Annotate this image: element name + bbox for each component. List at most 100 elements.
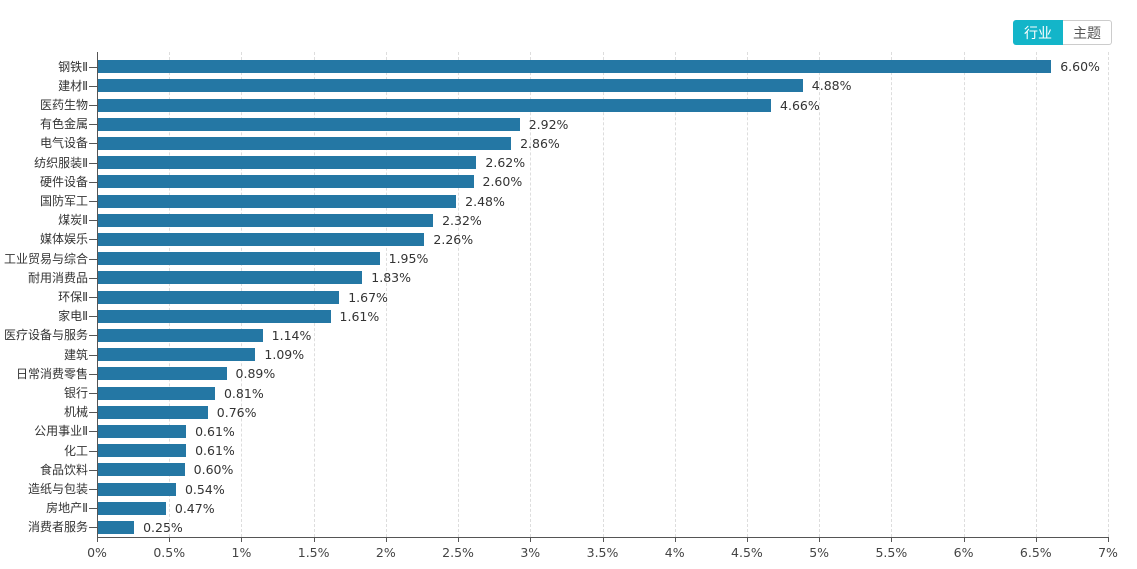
category-label: 造纸与包装 bbox=[27, 482, 88, 496]
x-axis-tick bbox=[674, 537, 676, 542]
gridline bbox=[674, 52, 676, 537]
y-axis-tick bbox=[89, 201, 97, 202]
industry-tab-button[interactable]: 行业 bbox=[1013, 20, 1063, 45]
bar[interactable] bbox=[98, 290, 340, 304]
bar[interactable] bbox=[98, 444, 187, 458]
x-tick-label: 3.5% bbox=[586, 545, 619, 560]
category-label: 家电Ⅱ bbox=[58, 309, 88, 324]
x-axis-tick bbox=[385, 537, 387, 542]
category-label: 有色金属 bbox=[39, 117, 88, 132]
bar[interactable] bbox=[98, 463, 185, 477]
bar-value-label: 1.61% bbox=[339, 308, 380, 324]
bar[interactable] bbox=[98, 252, 380, 266]
category-label: 煤炭Ⅱ bbox=[58, 213, 88, 228]
y-axis-tick bbox=[89, 297, 97, 298]
bar[interactable] bbox=[98, 271, 363, 285]
bar-value-label: 2.86% bbox=[520, 135, 560, 151]
y-axis-tick bbox=[89, 66, 97, 68]
x-axis-tick bbox=[313, 537, 315, 542]
y-axis-tick bbox=[89, 239, 97, 241]
x-tick-label: 4% bbox=[664, 545, 685, 560]
bar[interactable] bbox=[98, 156, 477, 170]
y-axis-tick bbox=[89, 373, 97, 375]
bar-value-label: 0.89% bbox=[235, 366, 276, 382]
gridline bbox=[530, 52, 532, 537]
x-tick-label: 0% bbox=[87, 545, 107, 560]
y-axis-tick bbox=[89, 527, 97, 529]
bar[interactable] bbox=[98, 175, 474, 189]
bar[interactable] bbox=[98, 117, 520, 131]
bar[interactable] bbox=[98, 367, 227, 381]
y-axis-tick bbox=[89, 258, 97, 260]
y-axis-tick bbox=[89, 335, 97, 337]
y-axis-tick bbox=[89, 105, 97, 106]
x-axis-tick bbox=[169, 537, 171, 542]
gridline bbox=[1035, 52, 1037, 537]
bar[interactable] bbox=[98, 348, 256, 362]
bar[interactable] bbox=[98, 482, 176, 496]
gridline bbox=[819, 52, 821, 537]
theme-tab-button[interactable]: 主题 bbox=[1063, 20, 1112, 45]
bar[interactable] bbox=[98, 79, 803, 93]
bar-value-label: 4.88% bbox=[811, 78, 852, 94]
x-tick-label: 1.5% bbox=[297, 545, 330, 560]
category-label: 钢铁Ⅱ bbox=[58, 59, 88, 74]
category-label: 电气设备 bbox=[39, 136, 88, 151]
bar-value-label: 4.66% bbox=[780, 97, 820, 113]
bar-value-label: 0.54% bbox=[184, 481, 225, 497]
category-label: 医药生物 bbox=[39, 98, 88, 112]
bar[interactable] bbox=[98, 232, 425, 246]
y-axis-tick bbox=[89, 143, 97, 145]
category-label: 建材Ⅱ bbox=[58, 78, 88, 93]
chart-mode-toggle: 行业 主题 bbox=[1013, 20, 1112, 45]
bar[interactable] bbox=[98, 520, 135, 534]
x-tick-label: 3% bbox=[520, 545, 541, 560]
x-axis-tick bbox=[1035, 537, 1037, 542]
bar[interactable] bbox=[98, 194, 457, 208]
gridline bbox=[891, 52, 893, 537]
bar[interactable] bbox=[98, 60, 1052, 74]
y-axis-tick bbox=[89, 124, 97, 126]
gridline bbox=[602, 52, 604, 537]
category-label: 医疗设备与服务 bbox=[3, 328, 88, 343]
bar-value-label: 2.62% bbox=[485, 155, 526, 171]
bar[interactable] bbox=[98, 213, 434, 227]
category-label: 建筑 bbox=[63, 347, 88, 362]
category-label: 工业贸易与综合 bbox=[3, 251, 88, 266]
bar-value-label: 0.47% bbox=[174, 500, 215, 516]
bar[interactable] bbox=[98, 328, 263, 342]
x-axis-tick bbox=[963, 537, 965, 542]
bar[interactable] bbox=[98, 309, 331, 323]
category-label: 机械 bbox=[63, 405, 88, 420]
bar[interactable] bbox=[98, 386, 215, 400]
category-label: 化工 bbox=[63, 443, 88, 458]
bar-value-label: 1.83% bbox=[371, 270, 412, 286]
category-label: 房地产Ⅱ bbox=[46, 501, 88, 516]
bar[interactable] bbox=[98, 136, 512, 150]
x-tick-label: 1% bbox=[231, 545, 252, 560]
x-tick-label: 2.5% bbox=[442, 545, 474, 560]
y-axis-tick bbox=[89, 220, 97, 222]
bar-value-label: 0.60% bbox=[193, 462, 234, 478]
x-axis-tick bbox=[602, 537, 604, 542]
x-tick-label: 5% bbox=[809, 545, 830, 560]
bar-value-label: 0.61% bbox=[195, 443, 235, 459]
bar[interactable] bbox=[98, 98, 772, 112]
bar[interactable] bbox=[98, 424, 187, 438]
x-tick-label: 0.5% bbox=[153, 545, 186, 560]
gridline bbox=[963, 52, 965, 537]
y-axis-tick bbox=[89, 412, 97, 414]
bar[interactable] bbox=[98, 501, 166, 515]
category-label: 国防军工 bbox=[39, 194, 88, 208]
category-label: 公用事业Ⅱ bbox=[34, 424, 88, 439]
bar-value-label: 1.95% bbox=[388, 251, 429, 267]
gridline bbox=[1108, 52, 1109, 537]
bar[interactable] bbox=[98, 405, 208, 419]
bar-value-label: 2.48% bbox=[465, 193, 505, 209]
x-tick-label: 5.5% bbox=[875, 545, 908, 560]
category-label: 媒体娱乐 bbox=[39, 232, 88, 247]
y-axis-tick bbox=[89, 469, 97, 471]
y-axis-tick bbox=[89, 277, 97, 279]
bar-value-label: 2.60% bbox=[482, 174, 523, 190]
bar-value-label: 0.76% bbox=[216, 404, 257, 420]
